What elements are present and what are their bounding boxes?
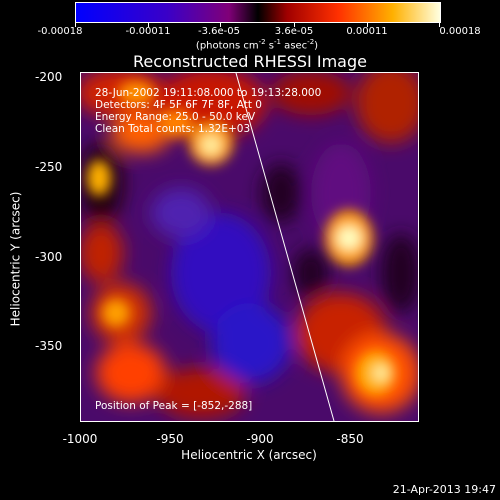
x-tick-label: -900 <box>246 432 274 446</box>
colorbar-tick <box>220 23 221 27</box>
colorbar-tick-label: 0.00018 <box>439 26 481 37</box>
colorbar-tick-label: 3.6e-05 <box>274 26 314 37</box>
rhessi-image-plot: 28-Jun-2002 19:11:08.000 to 19:13:28.000… <box>80 72 419 422</box>
colorbar-tick <box>294 23 295 27</box>
x-tick-label: -1000 <box>62 432 98 446</box>
y-tick-label: -350 <box>35 339 63 353</box>
footer-date: 21-Apr-2013 19:47 <box>392 483 496 496</box>
y-tick-label: -250 <box>35 160 63 174</box>
image-title: Reconstructed RHESSI Image <box>133 52 367 71</box>
x-tick-label: -850 <box>336 432 364 446</box>
x-tick-label: -950 <box>156 432 184 446</box>
annotation-clean-counts: Clean Total counts: 1.32E+03 <box>95 123 251 135</box>
colorbar-units: (photons cm-2 s-1 asec-2) <box>195 38 319 52</box>
colorbar-tick <box>367 23 368 27</box>
annotation-time-range: 28-Jun-2002 19:11:08.000 to 19:13:28.000 <box>95 87 322 99</box>
colorbar-tick-label: -3.6e-05 <box>198 26 240 37</box>
colorbar-tick-label: 0.00011 <box>346 26 388 37</box>
colorbar-tick <box>75 23 76 27</box>
y-tick-label: -300 <box>35 250 63 264</box>
annotation-energy-range: Energy Range: 25.0 - 50.0 keV <box>95 111 256 123</box>
annotation-detectors: Detectors: 4F 5F 6F 7F 8F, Att 0 <box>95 99 262 111</box>
colorbar-tick-label: -0.00011 <box>125 26 171 37</box>
colorbar-tick <box>439 23 440 27</box>
colorbar-tick-label: -0.00018 <box>37 26 83 37</box>
colorbar-tick <box>148 23 149 27</box>
y-tick-label: -200 <box>35 70 63 84</box>
colorbar-gradient <box>76 3 440 22</box>
peak-position: Position of Peak = [-852,-288] <box>95 400 253 412</box>
x-axis-label: Heliocentric X (arcsec) <box>181 448 317 462</box>
colorbar <box>75 2 441 23</box>
y-axis-label: Heliocentric Y (arcsec) <box>8 191 23 327</box>
reconstructed-image <box>81 73 418 421</box>
